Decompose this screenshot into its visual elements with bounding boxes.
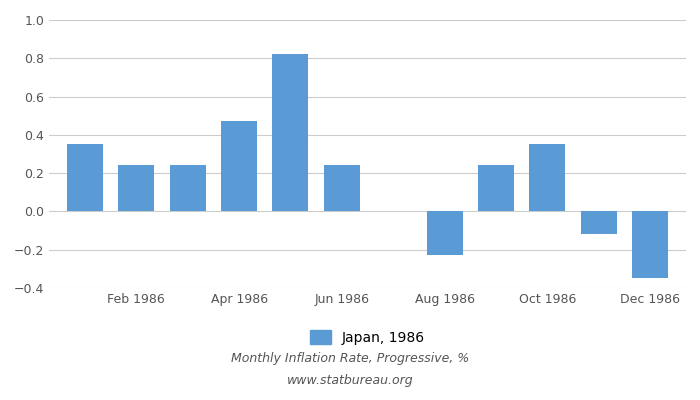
Text: www.statbureau.org: www.statbureau.org: [287, 374, 413, 387]
Bar: [581, 212, 617, 234]
Bar: [324, 166, 360, 212]
Bar: [221, 122, 257, 212]
Bar: [632, 212, 668, 278]
Bar: [529, 144, 566, 212]
Bar: [478, 166, 514, 212]
Bar: [426, 212, 463, 256]
Bar: [272, 54, 309, 212]
Bar: [67, 144, 103, 212]
Bar: [169, 166, 206, 212]
Legend: Japan, 1986: Japan, 1986: [310, 330, 425, 344]
Text: Monthly Inflation Rate, Progressive, %: Monthly Inflation Rate, Progressive, %: [231, 352, 469, 365]
Bar: [118, 166, 154, 212]
